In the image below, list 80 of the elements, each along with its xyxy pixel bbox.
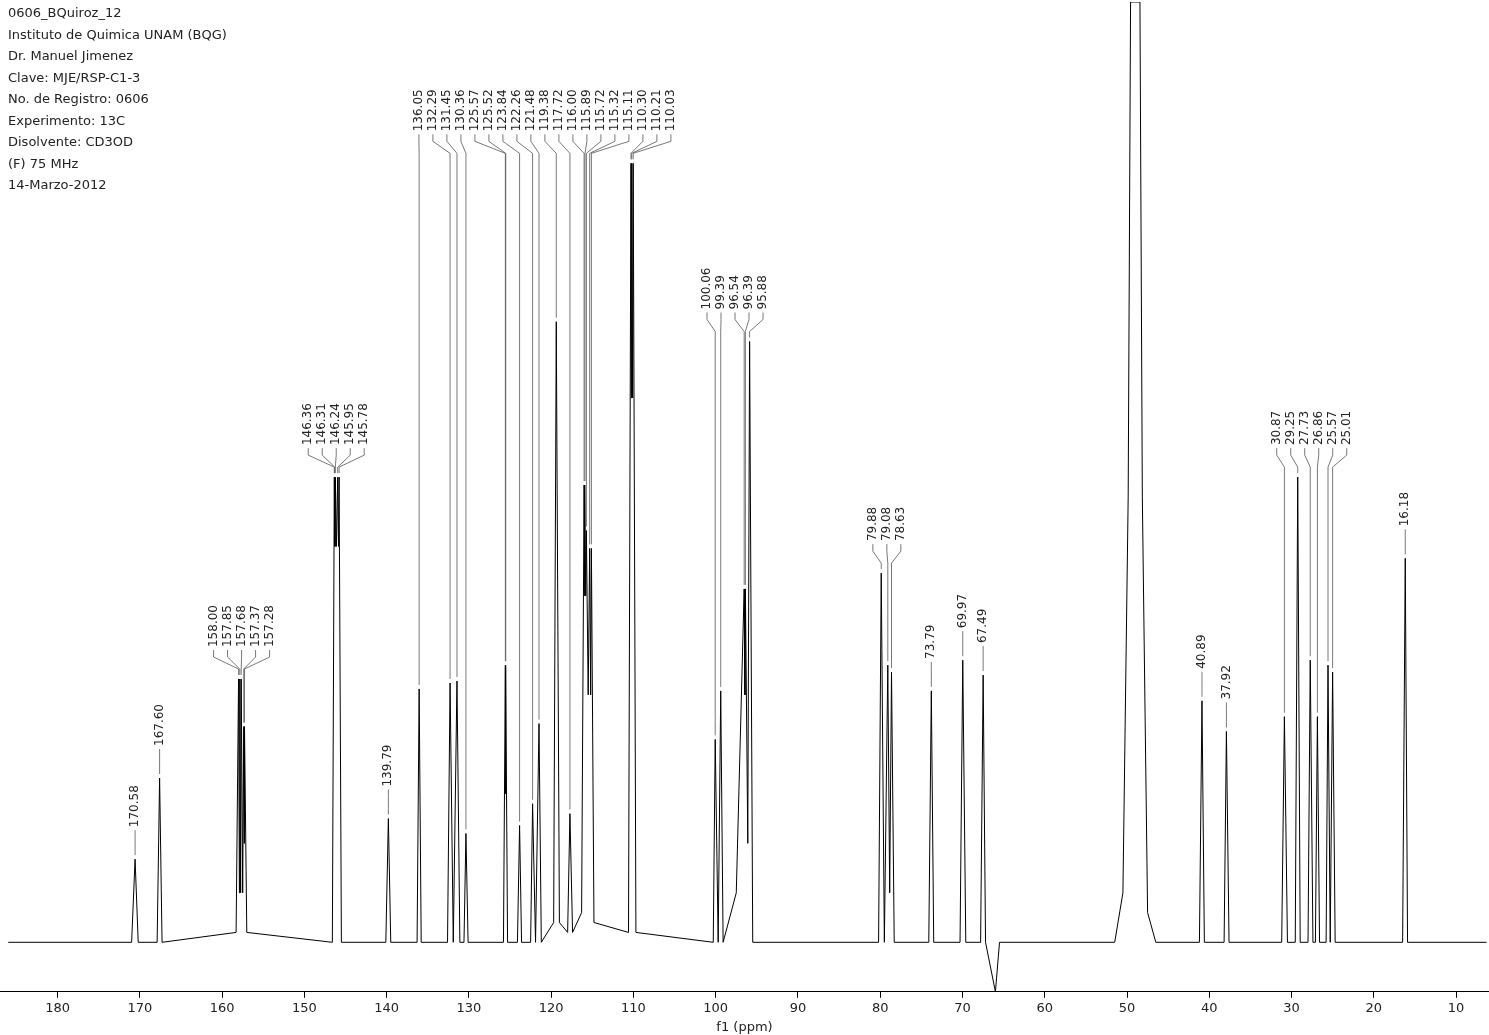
annotation: 167.60 <box>151 704 166 746</box>
annotation: 122.26 <box>509 89 524 132</box>
annotation: 110.30 <box>635 89 650 132</box>
annotation: 79.08 <box>878 506 893 542</box>
annotation: 100.06 <box>699 267 714 310</box>
annotation: 115.11 <box>621 89 636 132</box>
annotation: 131.45 <box>439 89 454 132</box>
annotation: 79.88 <box>864 506 879 542</box>
x-tick-label: 110 <box>621 999 646 1015</box>
annotation: 37.92 <box>1218 665 1233 700</box>
annotation: 136.05 <box>411 89 426 132</box>
annotation: 78.63 <box>892 506 907 542</box>
annotation: 96.54 <box>727 275 742 310</box>
annotation: 14-Marzo-2012 <box>8 176 108 194</box>
x-tick-label: 100 <box>703 999 729 1015</box>
annotation: 157.68 <box>233 605 248 648</box>
annotation: 115.32 <box>607 89 622 132</box>
annotation: 99.39 <box>713 275 728 310</box>
x-tick-label: 50 <box>1118 999 1136 1015</box>
annotation: 96.39 <box>741 275 756 310</box>
annotation: 26.86 <box>1310 410 1325 446</box>
annotation: 115.89 <box>579 89 594 132</box>
annotation: Disolvente: CD3OD <box>8 133 135 151</box>
annotation: 95.88 <box>755 275 770 310</box>
annotation: Clave: MJE/RSP-C1-3 <box>8 68 142 87</box>
annotation: 40.89 <box>1194 634 1209 669</box>
annotation: 29.25 <box>1282 410 1297 446</box>
annotation: 125.57 <box>467 89 482 132</box>
annotation: 146.36 <box>300 403 315 446</box>
annotation: 139.79 <box>380 744 395 787</box>
annotation: 67.49 <box>975 608 990 644</box>
x-tick-label: 180 <box>45 999 70 1015</box>
x-tick-label: 70 <box>954 999 971 1015</box>
annotation: 69.97 <box>954 593 969 629</box>
annotation: 121.48 <box>523 89 538 132</box>
x-tick-label: 20 <box>1365 999 1383 1015</box>
x-tick-label: 130 <box>456 999 482 1015</box>
x-tick-label: 120 <box>538 999 564 1015</box>
x-tick-label: 160 <box>209 999 235 1015</box>
annotation: 157.37 <box>247 605 262 648</box>
x-tick-label: 80 <box>871 999 889 1015</box>
annotation: 25.01 <box>1338 410 1353 446</box>
annotation: 146.31 <box>314 403 329 446</box>
annotation: 145.78 <box>356 403 371 446</box>
annotation: 25.57 <box>1324 410 1339 446</box>
x-tick-label: 10 <box>1447 999 1465 1015</box>
annotation: 158.00 <box>205 605 220 648</box>
x-tick-label: 150 <box>291 999 317 1015</box>
annotation: 157.28 <box>261 605 276 648</box>
annotation: 157.85 <box>219 605 234 648</box>
x-tick-label: 140 <box>374 999 400 1015</box>
x-tick-label: 60 <box>1036 999 1054 1015</box>
annotation: 115.72 <box>593 89 608 132</box>
annotation: 132.29 <box>425 89 440 132</box>
chart-title: 0606_BQuiroz_12 <box>8 4 123 22</box>
annotation: 119.38 <box>537 89 552 132</box>
annotation: Dr. Manuel Jimenez <box>8 47 134 65</box>
annotation: 170.58 <box>127 785 142 828</box>
x-tick-label: 170 <box>127 999 153 1015</box>
annotation: 125.52 <box>481 89 496 132</box>
annotation: 30.87 <box>1268 410 1283 446</box>
annotation: 110.03 <box>663 89 678 132</box>
annotation: Experimento: 13C <box>8 111 127 130</box>
x-tick-label: 90 <box>789 999 807 1015</box>
annotation: 116.00 <box>565 89 580 132</box>
annotation: 16.18 <box>1397 491 1412 527</box>
annotation: 27.73 <box>1296 410 1311 446</box>
x-tick-label: 40 <box>1201 999 1218 1015</box>
annotation: 117.72 <box>551 89 566 132</box>
annotation: 110.21 <box>649 89 664 132</box>
x-axis-title: f1 (ppm) <box>716 1018 773 1034</box>
annotation: 123.84 <box>495 89 510 132</box>
x-tick-label: 30 <box>1283 999 1300 1015</box>
annotation: 145.95 <box>342 403 357 446</box>
annotation: 73.79 <box>923 624 938 659</box>
annotation: Instituto de Quimica UNAM (BQG) <box>8 25 227 44</box>
annotation: (F) 75 MHz <box>8 154 80 173</box>
annotation: 146.24 <box>328 403 343 446</box>
annotation: No. de Registro: 0606 <box>8 90 150 108</box>
annotation: 130.36 <box>453 89 468 132</box>
